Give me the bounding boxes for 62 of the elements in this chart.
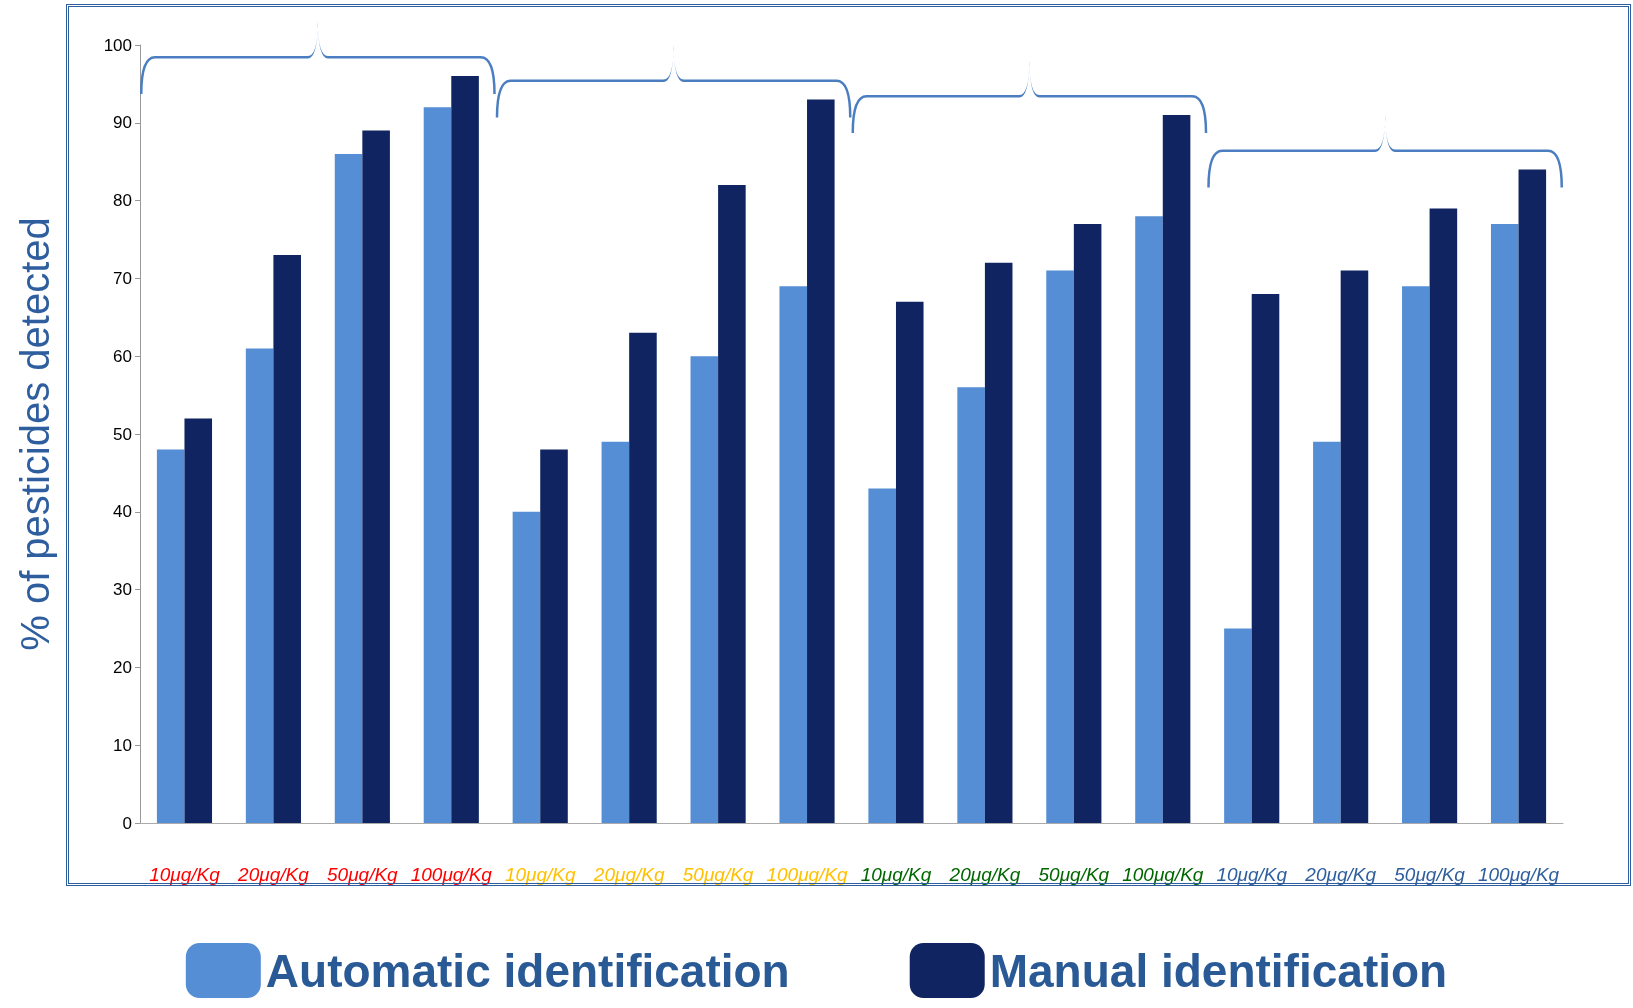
bar (1340, 270, 1369, 823)
bar (362, 130, 390, 823)
bar (1490, 223, 1519, 823)
y-tick-label: 60 (113, 346, 132, 366)
bar (273, 255, 301, 823)
bar (779, 286, 808, 823)
y-tick-label: 20 (113, 657, 132, 677)
y-tick-label: 40 (113, 502, 132, 522)
x-tick-label: 20μg/Kg (237, 864, 310, 885)
bar (512, 511, 541, 823)
bar (1429, 208, 1458, 823)
bar (629, 332, 657, 823)
bar (1402, 286, 1430, 823)
bar (895, 301, 924, 823)
bar (245, 348, 274, 823)
x-tick-label: 10μg/Kg (1216, 864, 1288, 885)
bar (1313, 441, 1341, 823)
y-tick-label: 50 (113, 424, 132, 444)
x-tick-label: 10μg/Kg (860, 864, 932, 885)
bar (601, 441, 630, 823)
x-tick-label: 20μg/Kg (948, 864, 1021, 885)
bar (423, 107, 452, 823)
bar (184, 418, 213, 823)
y-tick-label: 80 (113, 191, 132, 211)
bar (1224, 628, 1252, 823)
bar (1518, 169, 1547, 823)
x-tick-label: 100μg/Kg (1477, 864, 1560, 885)
bar (1251, 293, 1280, 823)
y-axis-title: % of pesticides detected (13, 217, 57, 651)
x-tick-label: 10μg/Kg (149, 864, 221, 885)
bar (868, 488, 896, 823)
x-tick-label: 20μg/Kg (592, 864, 665, 885)
bar (334, 153, 363, 823)
x-tick-label: 10μg/Kg (504, 864, 576, 885)
x-tick-label: 100μg/Kg (766, 864, 849, 885)
legend-label: Manual identification (989, 944, 1448, 997)
bar (807, 99, 835, 823)
bar (718, 185, 746, 823)
bar (690, 356, 719, 823)
bar (1162, 115, 1191, 823)
y-tick-label: 90 (113, 113, 132, 133)
y-tick-label: 100 (103, 35, 132, 55)
bar (1046, 270, 1074, 823)
x-tick-label: 100μg/Kg (1122, 864, 1204, 885)
x-tick-label: 50μg/Kg (327, 864, 399, 885)
x-tick-label: 20μg/Kg (1304, 864, 1377, 885)
bar (1073, 223, 1102, 823)
bar (540, 449, 568, 823)
x-tick-label: 50μg/Kg (1394, 864, 1466, 885)
bar (1135, 216, 1163, 823)
bar (451, 76, 479, 823)
x-tick-label: 50μg/Kg (682, 864, 754, 885)
y-tick-label: 0 (122, 813, 132, 833)
bar (984, 262, 1013, 823)
x-tick-label: 100μg/Kg (410, 864, 493, 885)
y-tick-label: 30 (113, 580, 132, 600)
y-tick-label: 70 (113, 268, 132, 288)
bar (957, 387, 985, 823)
bar (156, 449, 185, 823)
legend-label: Automatic identification (265, 944, 790, 997)
x-tick-label: 50μg/Kg (1038, 864, 1110, 885)
y-tick-label: 10 (113, 735, 132, 755)
